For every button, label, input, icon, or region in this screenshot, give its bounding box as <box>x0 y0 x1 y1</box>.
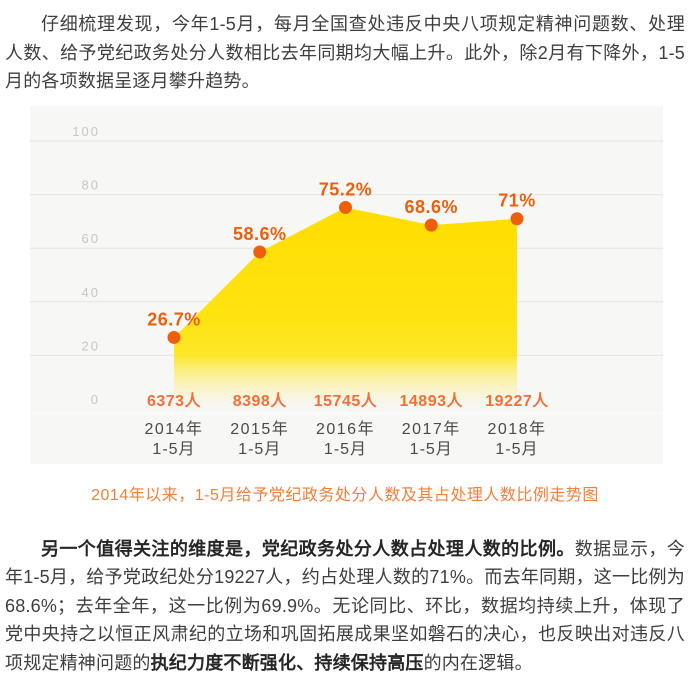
percent-label: 68.6% <box>404 197 458 217</box>
y-axis-tick-label: 40 <box>82 284 100 299</box>
area-fill <box>174 207 517 409</box>
chart-caption: 2014年以来，1-5月给予党纪政务处分人数及其占处理人数比例走势图 <box>0 486 690 506</box>
y-axis-tick-label: 100 <box>72 124 100 139</box>
trend-chart-canvas: 0 20 40 60 80 100 26.7% 58.6% 75.2% 68.6% 71% 6373人… <box>30 106 663 464</box>
data-point-dot <box>168 330 181 343</box>
percent-label: 26.7% <box>147 309 201 329</box>
y-axis-tick-label: 0 <box>91 392 100 407</box>
data-point-dot <box>511 212 524 225</box>
percent-label: 75.2% <box>319 179 373 199</box>
data-point-dot <box>339 200 352 213</box>
count-label: 15745人 <box>314 392 378 410</box>
x-axis-label-period: 1-5月 <box>152 441 195 458</box>
x-axis-label-year: 2014年 <box>144 420 203 438</box>
analysis-bold-emphasis: 执纪力度不断强化、持续保持高压 <box>151 653 424 673</box>
analysis-bold-lead: 另一个值得关注的维度是，党纪政务处分人数占处理人数的比例。 <box>41 539 575 559</box>
count-label: 8398人 <box>233 392 288 410</box>
data-point-dot <box>253 245 266 258</box>
count-label: 19227人 <box>485 392 549 410</box>
count-label: 6373人 <box>147 392 202 410</box>
x-axis-label-year: 2018年 <box>487 420 546 438</box>
intro-paragraph: 仔细梳理发现，今年1-5月，每月全国查处违反中央八项规定精神问题数、处理人数、给… <box>0 0 690 96</box>
y-axis-tick-label: 60 <box>82 231 100 246</box>
y-axis-tick-label: 80 <box>82 177 100 192</box>
percent-label: 58.6% <box>233 223 287 243</box>
percent-label: 71% <box>498 190 536 210</box>
x-axis-label-period: 1-5月 <box>495 441 538 458</box>
x-axis-label-period: 1-5月 <box>324 441 367 458</box>
x-axis-label-year: 2016年 <box>316 420 375 438</box>
trend-chart: 0 20 40 60 80 100 26.7% 58.6% 75.2% 68.6% 71% 6373人… <box>30 106 663 464</box>
data-point-dot <box>425 218 438 231</box>
count-label: 14893人 <box>400 392 464 410</box>
x-axis-label-period: 1-5月 <box>410 441 453 458</box>
analysis-text-end: 的内在逻辑。 <box>424 653 533 673</box>
y-axis-tick-label: 20 <box>82 338 100 353</box>
x-axis-label-year: 2015年 <box>230 420 289 438</box>
x-axis-label-period: 1-5月 <box>238 441 281 458</box>
x-axis-label-year: 2017年 <box>402 420 461 438</box>
analysis-paragraph: 另一个值得关注的维度是，党纪政务处分人数占处理人数的比例。数据显示，今年1-5月… <box>0 535 690 677</box>
